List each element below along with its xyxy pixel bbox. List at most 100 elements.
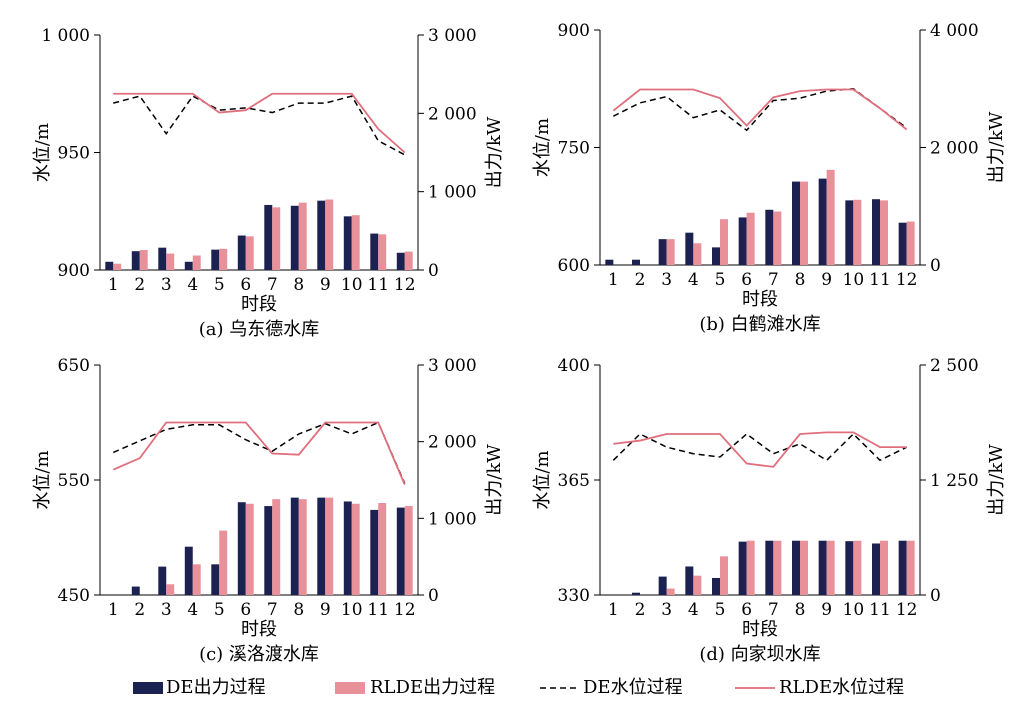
de-output-bar [765,540,774,595]
rlde-output-bar [378,503,387,595]
left-y-axis-label: 水位/m [32,123,53,182]
rlde-output-bar [219,530,228,595]
de-output-bar [343,501,352,595]
de-output-bar [343,216,352,270]
right-tick-label: 0 [428,586,439,606]
rlde-output-bar [139,250,148,270]
rlde-output-bar [351,215,360,270]
de-output-bar [211,249,220,270]
panel-caption: (d) 向家坝水库 [699,644,820,665]
de-output-bar [158,566,167,595]
de-output-bar [211,564,220,595]
left-tick-label: 900 [558,21,590,41]
x-tick-label: 11 [869,270,891,290]
x-tick-label: 3 [661,270,672,290]
right-y-axis-label: 出力/kW [484,116,505,188]
de-output-bar [264,506,273,595]
x-tick-label: 7 [768,270,779,290]
x-tick-label: 2 [134,600,145,620]
rlde-output-bar [853,540,862,595]
rlde-output-bar [800,181,808,265]
x-tick-label: 7 [267,600,278,620]
rlde-level-line [612,88,908,131]
right-y-axis-label: 出力/kW [484,444,505,516]
rlde-output-bar [826,169,835,265]
de-output-bar [845,541,854,595]
rlde-output-bar [906,221,915,265]
de-output-bar [290,205,299,270]
legend-label-rlde-output: RLDE出力过程 [370,677,495,698]
legend-label-de-output: DE出力过程 [166,677,266,698]
right-tick-label: 0 [930,256,941,276]
de-output-bar [105,261,114,270]
panel-b: (b) 白鹤滩水库 时段 水位/m 出力/kW 600 750 900 0 2 000 4… [532,21,1007,335]
panel-c: (c) 溪洛渡水库 时段 水位/m 出力/kW 450 550 650 0 1 000 2… [32,356,505,665]
x-tick-label: 2 [635,600,646,620]
de-output-bar [712,577,720,595]
panel-caption: (c) 溪洛渡水库 [199,644,319,665]
rlde-output-bar [219,248,228,270]
de-output-bar [658,576,667,595]
de-output-bar [872,199,880,265]
x-tick-label: 10 [843,270,865,290]
x-tick-label: 8 [293,275,304,295]
left-tick-label: 650 [58,356,90,376]
x-tick-label: 4 [187,600,198,620]
x-tick-label: 3 [161,275,172,295]
x-tick-label: 1 [108,275,119,295]
x-tick-label: 12 [394,600,416,620]
x-tick-label: 6 [741,270,752,290]
de-output-bar [738,541,747,595]
rlde-level-line [613,431,907,468]
rlde-output-bar [906,540,915,595]
rlde-output-bar [298,499,307,595]
de-output-bar [685,566,694,595]
de-output-bar [898,222,907,265]
rlde-output-bar [773,540,782,595]
x-tick-label: 5 [214,275,225,295]
left-tick-label: 750 [558,139,590,159]
right-tick-label: 1 250 [930,471,979,491]
panel-a: (a) 乌东德水库 时段 水位/m 出力/kW 900 950 1 000 0 1 00… [32,26,505,340]
x-axis-label: 时段 [241,294,277,315]
left-tick-label: 600 [558,256,590,276]
de-level-line [113,95,406,156]
de-output-bar [898,540,907,595]
de-output-bar [818,178,827,265]
left-y-axis-label: 水位/m [32,450,53,509]
x-axis-label: 时段 [241,619,277,640]
x-axis-label: 时段 [742,289,778,310]
de-output-bar [370,233,379,270]
rlde-output-bar [272,499,281,595]
rlde-output-bar [166,253,175,270]
panel-caption: (b) 白鹤滩水库 [699,314,820,335]
right-y-axis-label: 出力/kW [986,111,1007,183]
de-output-bar [184,546,193,595]
x-tick-label: 5 [715,600,726,620]
rlde-output-bar [880,200,888,265]
rlde-output-bar [378,234,387,270]
x-tick-label: 4 [688,600,699,620]
left-tick-label: 900 [58,261,90,281]
x-tick-label: 4 [187,275,198,295]
de-output-bar [685,232,694,265]
rlde-output-bar [192,564,201,595]
right-tick-label: 0 [428,261,439,281]
de-level-line [112,421,406,484]
rlde-level-line [113,92,406,154]
rlde-output-bar [192,255,201,270]
de-output-bar [158,247,167,270]
rlde-output-bar [666,239,675,265]
legend-label-de-level: DE水位过程 [583,677,683,698]
right-tick-label: 2 000 [428,433,477,453]
rlde-output-bar [404,506,413,595]
left-tick-label: 365 [558,471,590,491]
left-tick-label: 950 [58,144,90,164]
de-output-bar [317,497,326,595]
x-tick-label: 2 [134,275,145,295]
rlde-output-bar [325,497,334,595]
x-tick-label: 3 [161,600,172,620]
right-tick-label: 3 000 [428,356,477,376]
rlde-output-bar [113,263,122,270]
